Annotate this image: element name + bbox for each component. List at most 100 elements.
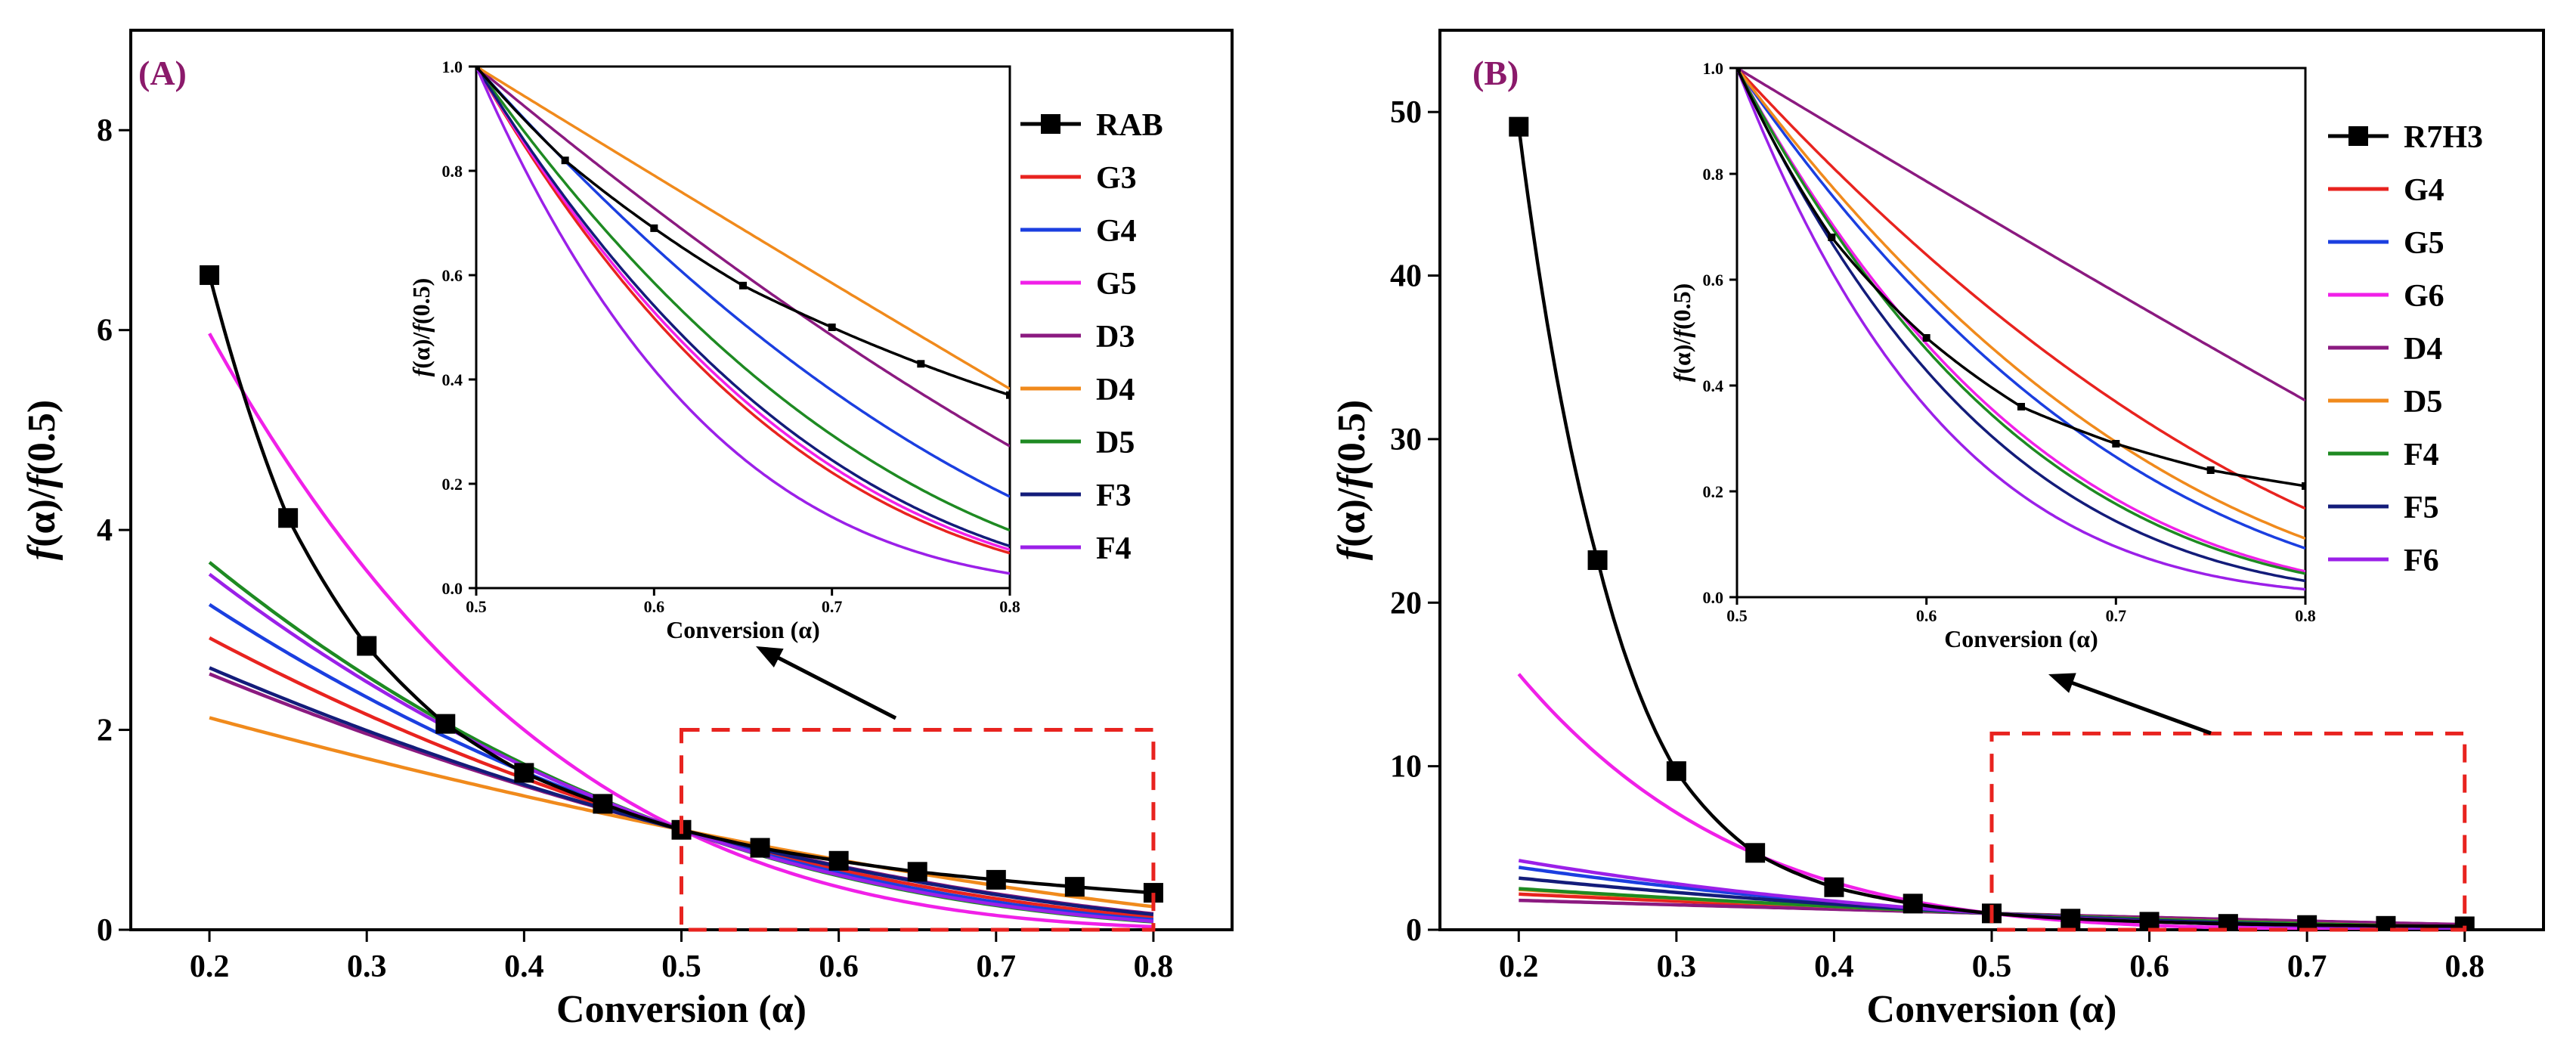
- data-point: [514, 763, 534, 783]
- y-tick-label: 30: [1390, 423, 1422, 457]
- data-point: [2297, 915, 2317, 930]
- inset-data-point: [1922, 334, 1930, 342]
- legend-label: G6: [2404, 279, 2444, 314]
- inset-data-point: [1828, 234, 1836, 241]
- inset-data-point: [2112, 440, 2120, 447]
- panel-label: (B): [1472, 54, 1519, 92]
- legend-label: D5: [1096, 426, 1135, 460]
- inset-series-line-d3: [476, 67, 1010, 447]
- inset-y-tick-label: 0.6: [442, 266, 463, 285]
- inset-data-point: [2206, 466, 2215, 474]
- inset-series-line-g5: [476, 67, 1010, 551]
- inset-y-axis-title-part: f: [407, 322, 435, 333]
- inset-data-point: [739, 281, 747, 290]
- x-tick-label: 0.3: [1657, 949, 1697, 984]
- inset-plot-frame: [475, 65, 1011, 590]
- inset-y-tick-label: 0.0: [1703, 588, 1724, 607]
- inset-series-line-f4: [476, 67, 1010, 575]
- x-tick-label: 0.5: [1972, 949, 2012, 984]
- inset-y-tick-label: 0.4: [1703, 376, 1724, 395]
- inset-data-point: [1006, 391, 1010, 399]
- data-point: [1903, 893, 1923, 914]
- y-axis-title-part: f: [20, 543, 63, 560]
- data-point: [986, 869, 1006, 890]
- series-line-g3: [209, 636, 1154, 919]
- y-tick-label: 0: [97, 913, 113, 948]
- y-axis-title: f(α)/f(0.5): [1330, 400, 1373, 560]
- legend-label: G4: [2404, 173, 2444, 208]
- inset-y-tick-label: 1.0: [1703, 59, 1724, 78]
- data-point: [750, 838, 770, 858]
- inset-series-group: [1737, 68, 2305, 591]
- y-tick-label: 0: [1406, 913, 1422, 948]
- inset-x-axis-title: Conversion (α): [1944, 625, 2098, 652]
- x-tick-label: 0.6: [2129, 949, 2169, 984]
- inset-series-line-d5: [1737, 68, 2305, 540]
- inset-series-line-f6: [1737, 68, 2305, 591]
- data-point: [2376, 915, 2396, 930]
- inset-x-tick-label: 0.5: [1726, 606, 1748, 625]
- inset-y-tick-label: 0.2: [442, 475, 463, 494]
- legend-label: F4: [1096, 531, 1132, 566]
- inset-y-axis-title-part: (0.5): [1668, 283, 1695, 330]
- panel-b: 0.2 0.3 0.4 0.5 0.6 0.7 0.8 0 10 20 30 40 50 Conversi…: [1330, 29, 2545, 1031]
- inset-series-line-d4: [1737, 68, 2305, 402]
- panel-label: (A): [138, 54, 187, 92]
- legend-label: D4: [2404, 332, 2442, 367]
- legend-marker: [1041, 114, 1060, 134]
- inset-data-point: [476, 67, 480, 70]
- legend-label: F6: [2404, 543, 2439, 578]
- legend-label: G3: [1096, 161, 1137, 196]
- inset-y-tick-label: 0.6: [1703, 271, 1724, 290]
- legend-label: G4: [1096, 214, 1137, 249]
- panel-a: 0.2 0.3 0.4 0.5 0.6 0.7 0.8 0 2 4 6 8 Conversion (α)…: [20, 29, 1234, 1031]
- y-axis-title-part: f: [1330, 543, 1373, 560]
- x-tick-label: 0.4: [504, 949, 544, 984]
- data-point: [1509, 116, 1529, 137]
- y-axis-title-part: (0.5): [1330, 400, 1373, 475]
- data-point: [2060, 909, 2081, 929]
- zoom-arrow: [2061, 677, 2212, 735]
- legend-label: F3: [1096, 478, 1132, 513]
- inset-y-axis-title-part: f: [1668, 327, 1695, 338]
- inset-data-point: [828, 324, 836, 331]
- inset-series-line-g5: [1737, 68, 2305, 550]
- legend: RAB G3 G4 G5 D3 D4 D5 F3 F4: [1020, 108, 1163, 566]
- legend: R7H3 G4 G5 G6 D4 D5 F4 F5 F6: [2328, 120, 2483, 578]
- y-tick-label: 10: [1390, 750, 1422, 785]
- legend-marker: [2348, 126, 2368, 146]
- inset-series-line-f3: [476, 67, 1010, 548]
- inset-y-axis-title-part: (α)/: [1668, 337, 1695, 374]
- x-axis-title: Conversion (α): [556, 988, 807, 1031]
- inset-series-line-g6: [1737, 68, 2305, 573]
- inset-y-axis-title-part: f: [1668, 371, 1695, 382]
- inset-y-tick-label: 0.2: [1703, 482, 1724, 501]
- y-tick-label: 2: [97, 714, 113, 748]
- data-point: [593, 794, 613, 814]
- x-tick-label: 0.2: [190, 949, 230, 984]
- inset-x-tick-label: 0.5: [466, 597, 487, 616]
- data-point: [1587, 550, 1608, 571]
- zoom-arrow: [768, 651, 897, 720]
- inset-y-axis-title-part: f: [407, 366, 435, 376]
- zoom-highlight-box: [1989, 731, 2467, 932]
- inset-x-tick-label: 0.7: [822, 597, 843, 616]
- inset-x-tick-label: 0.7: [2106, 606, 2127, 625]
- x-tick-label: 0.3: [347, 949, 387, 984]
- inset-y-tick-label: 0.8: [442, 162, 463, 181]
- y-tick-label: 6: [97, 314, 113, 348]
- inset-series-line-d4: [476, 67, 1010, 390]
- zoom-arrow-head: [2048, 673, 2076, 693]
- y-tick-label: 20: [1390, 586, 1422, 621]
- inset-y-tick-label: 0.4: [442, 370, 463, 389]
- inset-x-tick-label: 0.6: [1916, 606, 1937, 625]
- y-tick-label: 40: [1390, 259, 1422, 294]
- inset-x-tick-label: 0.8: [999, 597, 1020, 616]
- data-point: [2139, 912, 2160, 930]
- x-tick-label: 0.7: [977, 949, 1017, 984]
- inset-y-axis-title-part: (0.5): [407, 278, 435, 324]
- inset-y-tick-label: 1.0: [442, 57, 463, 76]
- inset-series-line-f4: [1737, 68, 2305, 575]
- legend-label: G5: [2404, 226, 2444, 261]
- inset-y-axis-title: f(α)/f(0.5): [407, 278, 435, 377]
